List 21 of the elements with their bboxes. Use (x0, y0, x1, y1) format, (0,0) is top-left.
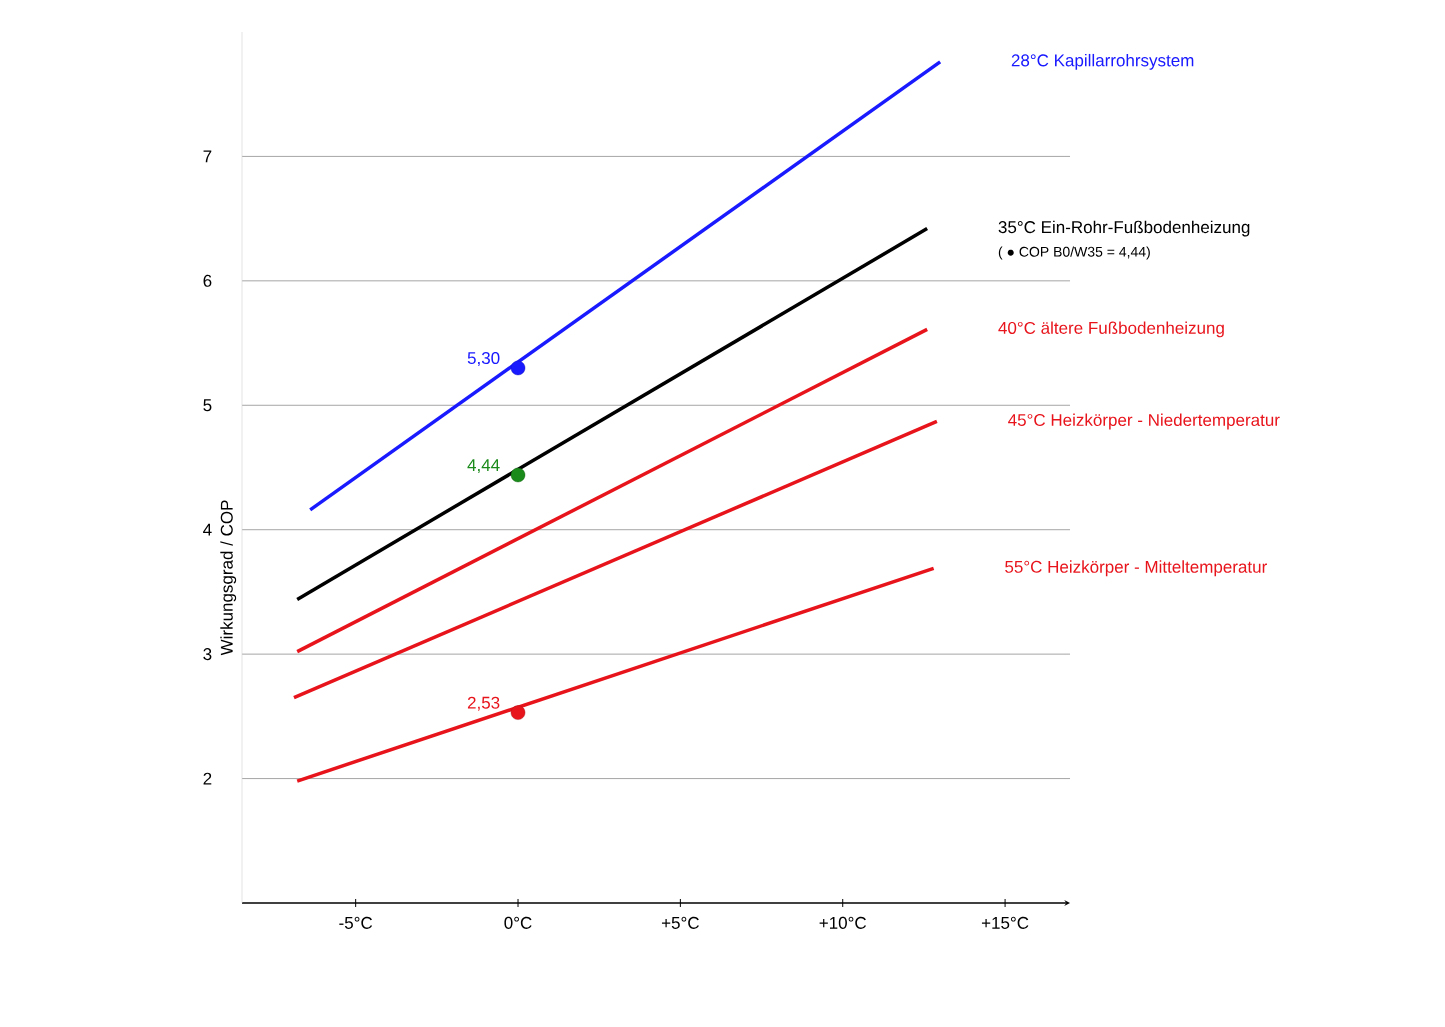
text: 45°C Heizkörper - Niedertemperatur (1008, 413, 1280, 430)
data-label: 4,44 (467, 459, 500, 474)
text: 35°C Ein-Rohr-Fußbodenheizung (998, 220, 1250, 237)
x-tick-label: +15°C (981, 916, 1029, 929)
x-tick-label: 0°C (504, 916, 532, 929)
y-axis-title: Wirkungsgrad / COP (220, 500, 237, 656)
data-label: 5,30 (467, 352, 500, 367)
y-tick-label: 6 (203, 274, 212, 287)
y-tick-label: 2 (203, 772, 212, 785)
data-label: 2,53 (467, 696, 500, 711)
x-tick-label: +10°C (819, 916, 867, 929)
x-tick-label: -5°C (339, 916, 373, 929)
y-tick-label: 3 (203, 648, 212, 661)
y-tick-label: 7 (203, 150, 212, 163)
y-tick-label: 5 (203, 399, 212, 412)
text: 55°C Heizkörper - Mitteltemperatur (1005, 560, 1267, 577)
y-tick-label: 4 (203, 523, 212, 536)
annotation: ( ● COP B0/W35 = 4,44) (998, 246, 1150, 260)
text: 28°C Kapillarrohrsystem (1011, 53, 1194, 70)
x-tick-label: +5°C (661, 916, 699, 929)
text: 40°C ältere Fußbodenheizung (998, 321, 1224, 338)
